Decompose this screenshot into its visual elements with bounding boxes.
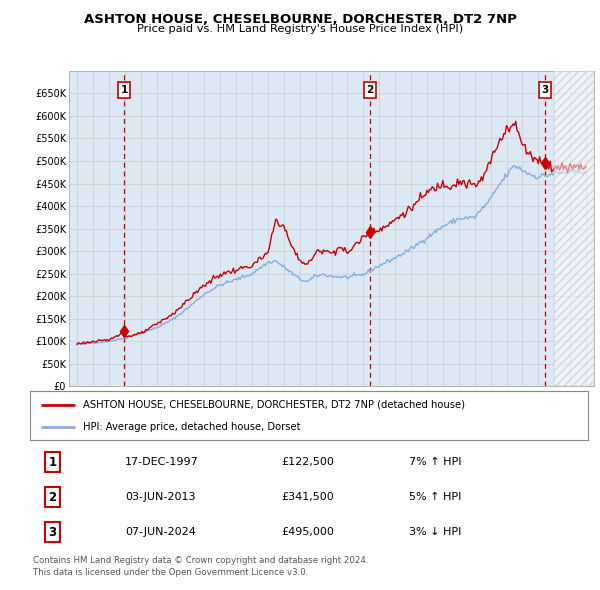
Text: ASHTON HOUSE, CHESELBOURNE, DORCHESTER, DT2 7NP: ASHTON HOUSE, CHESELBOURNE, DORCHESTER, …: [83, 13, 517, 26]
Text: ASHTON HOUSE, CHESELBOURNE, DORCHESTER, DT2 7NP (detached house): ASHTON HOUSE, CHESELBOURNE, DORCHESTER, …: [83, 399, 465, 409]
Text: Price paid vs. HM Land Registry's House Price Index (HPI): Price paid vs. HM Land Registry's House …: [137, 24, 463, 34]
Text: 1: 1: [121, 85, 128, 95]
Text: 3: 3: [48, 526, 56, 539]
Text: 2: 2: [367, 85, 374, 95]
Text: 07-JUN-2024: 07-JUN-2024: [125, 527, 196, 537]
Text: HPI: Average price, detached house, Dorset: HPI: Average price, detached house, Dors…: [83, 422, 301, 432]
Text: 17-DEC-1997: 17-DEC-1997: [125, 457, 199, 467]
Text: 3% ↓ HPI: 3% ↓ HPI: [409, 527, 462, 537]
Text: This data is licensed under the Open Government Licence v3.0.: This data is licensed under the Open Gov…: [33, 568, 308, 576]
Text: 5% ↑ HPI: 5% ↑ HPI: [409, 492, 462, 502]
Text: 1: 1: [48, 455, 56, 468]
Text: 3: 3: [542, 85, 549, 95]
Text: £122,500: £122,500: [281, 457, 334, 467]
Text: 7% ↑ HPI: 7% ↑ HPI: [409, 457, 462, 467]
Text: £495,000: £495,000: [281, 527, 334, 537]
Text: 03-JUN-2013: 03-JUN-2013: [125, 492, 196, 502]
Bar: [554, 71, 594, 386]
Text: 2: 2: [48, 490, 56, 504]
Text: Contains HM Land Registry data © Crown copyright and database right 2024.: Contains HM Land Registry data © Crown c…: [33, 556, 368, 565]
Text: £341,500: £341,500: [281, 492, 334, 502]
